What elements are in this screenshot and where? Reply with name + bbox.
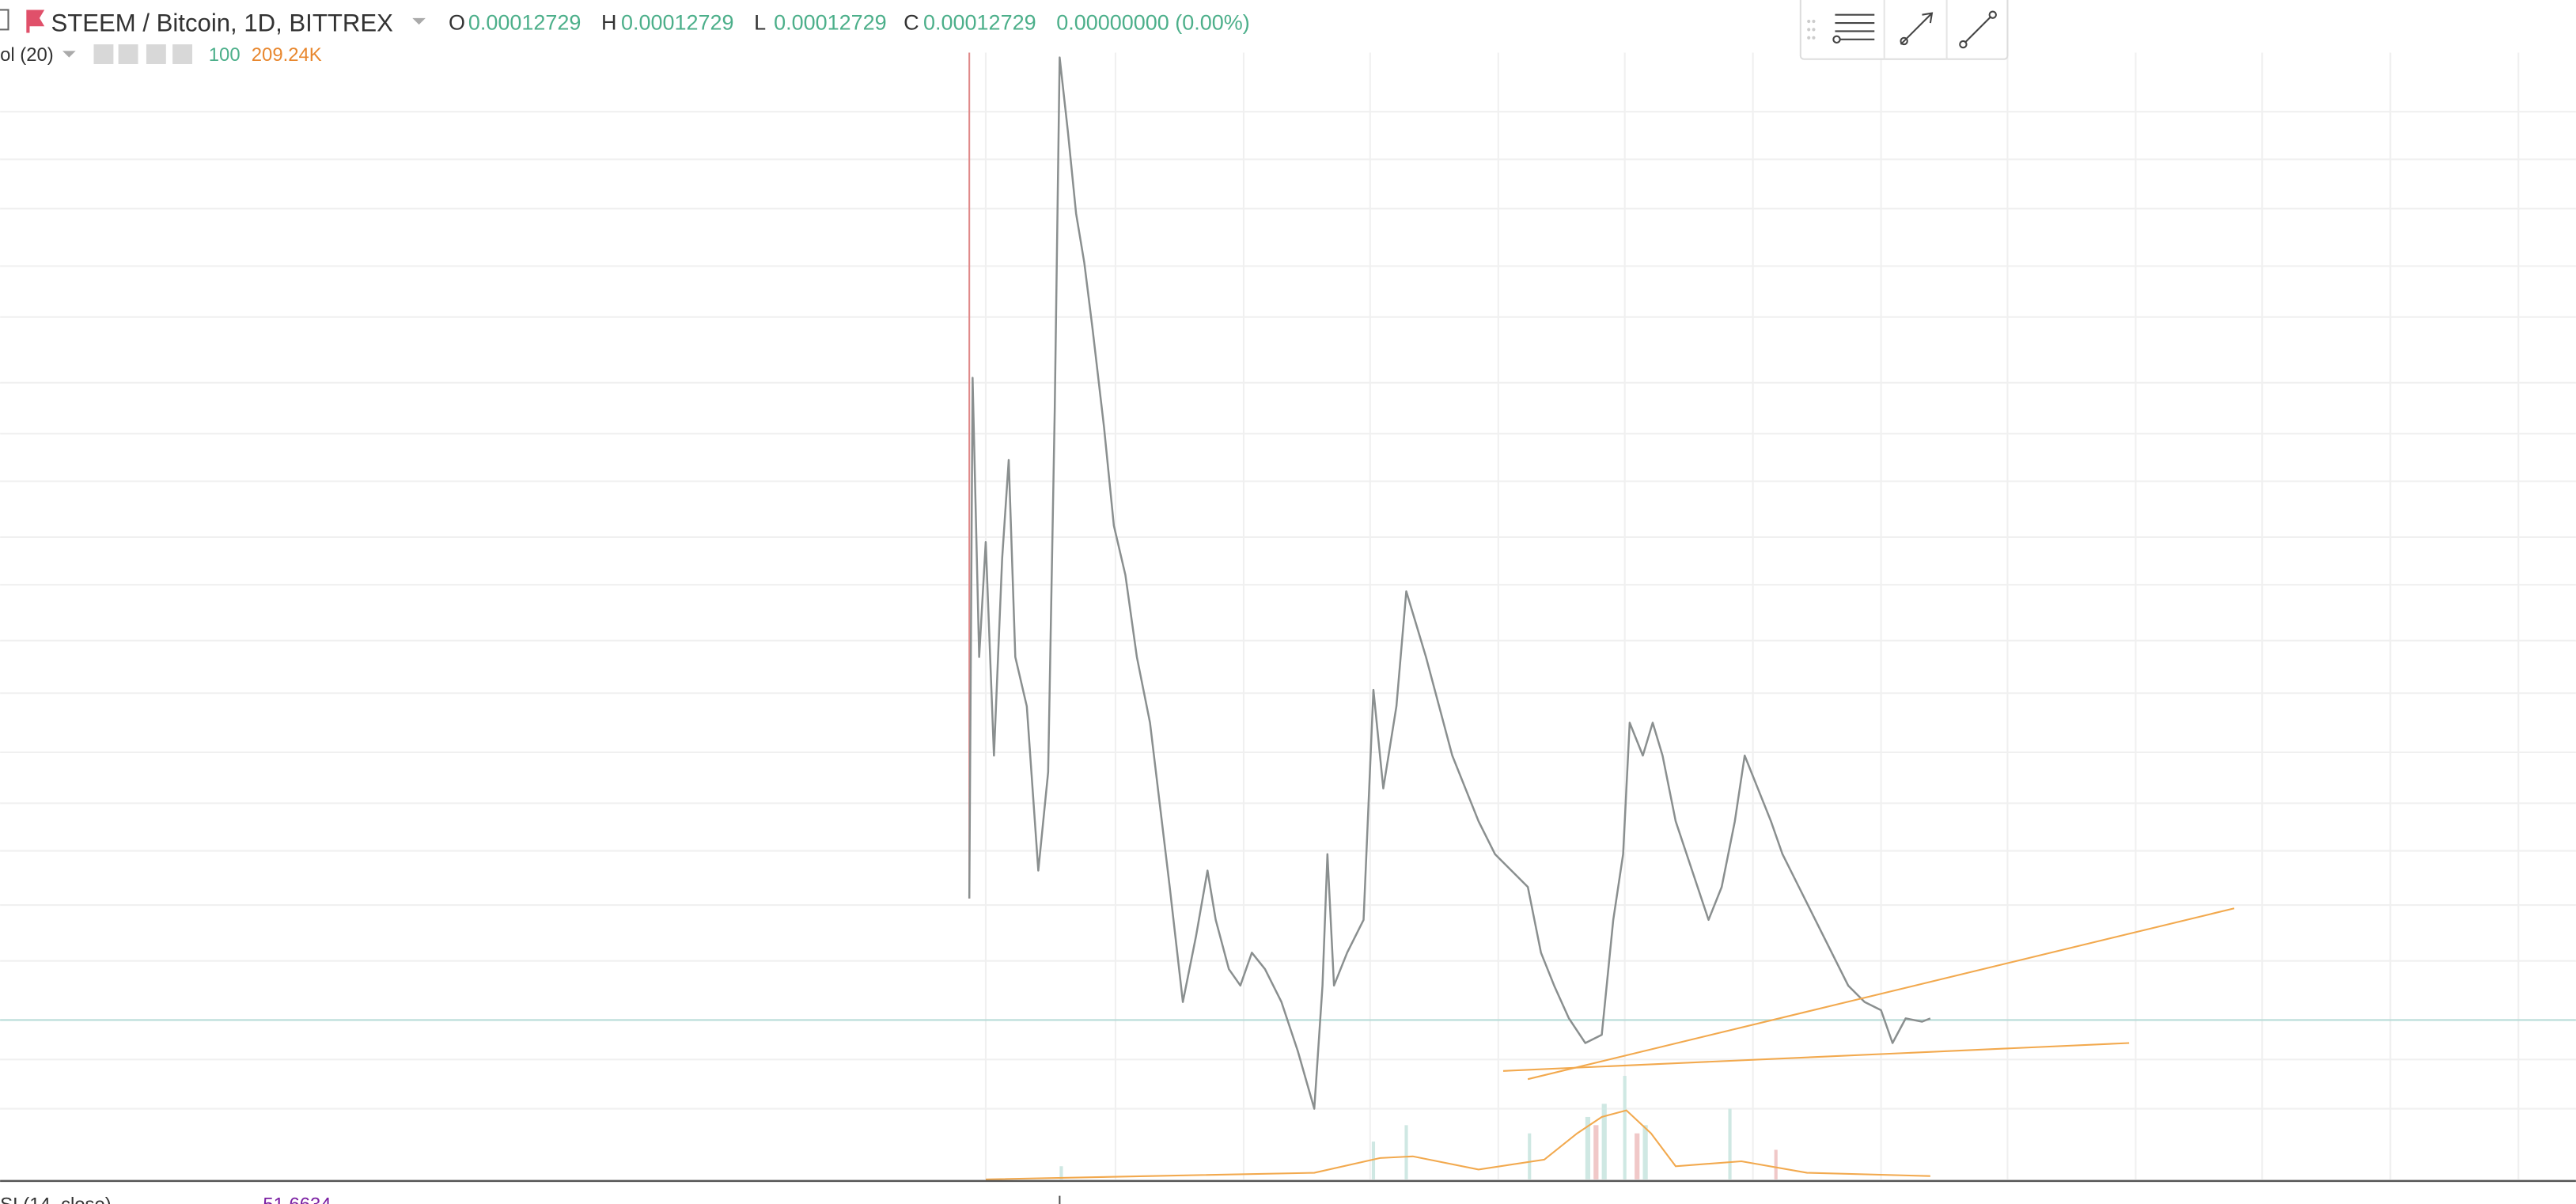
volume-value: 100	[209, 44, 241, 66]
settings-button[interactable]	[118, 44, 138, 64]
volume-ma-value: 209.24K	[252, 44, 322, 66]
volume-bars-red	[1593, 1125, 1778, 1179]
ohlc: O 0.00012729 H 0.00012729 L 0.00012729 C 0.0001…	[449, 10, 1036, 34]
trend-line-tool[interactable]	[1959, 10, 1997, 49]
settings-tool[interactable]	[1832, 13, 1875, 44]
trend-line	[1527, 907, 2235, 1081]
remove-button[interactable]	[172, 44, 193, 64]
rsi-value: 51.6634	[263, 1194, 331, 1204]
volume-bars	[1059, 1076, 1732, 1179]
extend-tool[interactable]	[1900, 12, 1934, 46]
ohlc-label: H	[601, 10, 617, 34]
rsi-name: SI (14, close)	[0, 1194, 112, 1204]
change: 0.00000000 (0.00%)	[1056, 10, 1250, 34]
flag-icon[interactable]	[26, 9, 45, 33]
toolbar-panel	[1799, 0, 2009, 60]
volume-name: ol (20)	[0, 44, 54, 66]
toolbar-handle[interactable]	[1807, 19, 1816, 40]
grid	[0, 52, 2576, 1179]
ohlc-label: L	[754, 10, 766, 34]
indicator-buttons	[93, 44, 193, 64]
symbol[interactable]: STEEM / Bitcoin, 1D, BITTREX	[51, 9, 393, 36]
caret[interactable]	[412, 17, 426, 25]
volume-ma	[985, 1109, 1930, 1180]
ohlc-value: 0.00012729	[468, 10, 581, 34]
hide-button[interactable]	[93, 44, 114, 64]
ohlc-label: O	[449, 10, 465, 34]
ohlc-value: 0.00012729	[923, 10, 1036, 34]
price-series	[968, 56, 1931, 1110]
drawing-toolbar	[1799, 0, 2009, 60]
trend-line	[1502, 1042, 2130, 1072]
add-button[interactable]	[146, 44, 166, 64]
ohlc-label: C	[903, 10, 919, 34]
ohlc-value: 0.00012729	[621, 10, 734, 34]
ohlc-value: 0.00012729	[774, 10, 887, 34]
caret[interactable]	[63, 51, 76, 58]
menu-icon[interactable]	[0, 9, 9, 31]
